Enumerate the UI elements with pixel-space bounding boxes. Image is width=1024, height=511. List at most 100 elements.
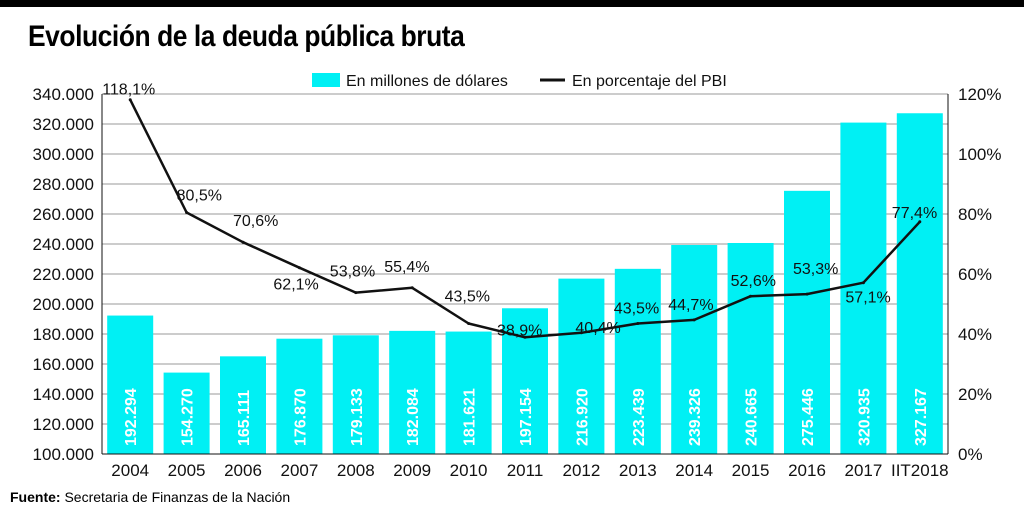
data-labels: 192.294 154.270 165.111 176.870 179.133 182.0… xyxy=(102,82,937,446)
bar-value-label: 179.133 xyxy=(349,388,366,446)
bar-value-label: 223.439 xyxy=(631,388,648,446)
bar xyxy=(220,356,266,454)
y-left-tick-label: 200.000 xyxy=(33,295,94,314)
line-value-label: 38,9% xyxy=(497,322,542,339)
y-left-tick-label: 140.000 xyxy=(33,385,94,404)
bar-value-label: 165.111 xyxy=(236,390,253,446)
x-tick-label: 2011 xyxy=(507,461,544,480)
x-tick-label: 2007 xyxy=(280,461,318,480)
bar-value-label: 327.167 xyxy=(913,388,930,446)
x-tick-label: 2013 xyxy=(619,461,657,480)
line-point xyxy=(297,266,301,270)
legend-bar-swatch xyxy=(312,73,340,87)
bar xyxy=(727,243,774,454)
line-value-label: 53,8% xyxy=(330,264,375,281)
line-point xyxy=(805,292,809,296)
y-left-tick-label: 180.000 xyxy=(33,325,94,344)
y-left-tick-label: 280.000 xyxy=(33,175,94,194)
x-tick-label: IIT2018 xyxy=(891,461,949,480)
source-label: Fuente: xyxy=(10,489,61,505)
line-value-label: 118,1% xyxy=(102,82,155,99)
y-left-tick-label: 240.000 xyxy=(33,235,94,254)
y-left-tick-label: 220.000 xyxy=(33,265,94,284)
y-right-tick-label: 80% xyxy=(958,205,992,224)
chart-title: Evolución de la deuda pública bruta xyxy=(28,20,465,53)
bar-series xyxy=(107,113,943,454)
legend-bar-label: En millones de dólares xyxy=(346,73,508,90)
y-left-tick-label: 340.000 xyxy=(33,85,94,104)
bar-value-label: 275.446 xyxy=(800,388,817,446)
line-value-label: 44,7% xyxy=(668,297,713,314)
x-tick-label: 2016 xyxy=(788,461,826,480)
line-point xyxy=(241,240,245,244)
x-tick-label: 2004 xyxy=(111,461,149,480)
bar xyxy=(558,278,605,454)
x-tick-label: 2010 xyxy=(450,461,488,480)
bar xyxy=(671,245,718,454)
x-tick-label: 2017 xyxy=(844,461,882,480)
x-tick-label: 2005 xyxy=(168,461,206,480)
line-value-label: 43,5% xyxy=(445,289,490,306)
y-left-tick-label: 160.000 xyxy=(33,355,94,374)
line-value-label: 57,1% xyxy=(845,290,890,307)
line-point xyxy=(128,98,132,102)
line-point xyxy=(523,335,527,339)
bar-value-label: 216.920 xyxy=(574,388,591,446)
line-value-label: 80,5% xyxy=(177,188,222,205)
legend-line-label: En porcentaje del PBI xyxy=(572,73,727,90)
bar xyxy=(445,331,492,454)
bar-value-label: 192.294 xyxy=(123,388,140,446)
line-point xyxy=(354,291,358,295)
bar-value-label: 240.665 xyxy=(744,388,761,446)
axes: 100.000 120.000 140.000 160.000 180.000 200.0… xyxy=(33,85,1002,480)
bar xyxy=(389,330,436,454)
x-tick-label: 2012 xyxy=(562,461,600,480)
y-right-tick-label: 100% xyxy=(958,145,1001,164)
line-value-label: 40,4% xyxy=(575,320,620,337)
top-bar xyxy=(0,0,1024,7)
line-point xyxy=(692,318,696,322)
bar xyxy=(896,113,943,454)
legend: En millones de dólares En porcentaje del… xyxy=(312,73,727,90)
line-value-label: 55,4% xyxy=(384,259,429,276)
bar-value-label: 182.084 xyxy=(405,388,422,446)
bar-value-label: 181.621 xyxy=(462,388,479,446)
line-value-label: 70,6% xyxy=(233,213,278,230)
x-tick-label: 2014 xyxy=(675,461,713,480)
bar xyxy=(614,268,661,454)
bar-value-label: 197.154 xyxy=(518,388,535,446)
bar-value-label: 154.270 xyxy=(180,388,197,446)
line-value-label: 43,5% xyxy=(614,301,659,318)
x-tick-label: 2008 xyxy=(337,461,375,480)
line-point xyxy=(861,281,865,285)
line-value-label: 62,1% xyxy=(273,277,318,294)
y-right-tick-label: 20% xyxy=(958,385,992,404)
bar xyxy=(784,190,830,454)
line-point xyxy=(467,322,471,325)
line-point xyxy=(185,211,189,214)
bar-value-label: 176.870 xyxy=(292,388,309,446)
y-right-tick-label: 40% xyxy=(958,325,992,344)
y-right-tick-label: 0% xyxy=(958,445,983,464)
bar xyxy=(332,335,379,454)
x-tick-label: 2009 xyxy=(393,461,431,480)
x-tick-label: 2015 xyxy=(732,461,770,480)
bar xyxy=(107,315,154,454)
y-left-tick-label: 120.000 xyxy=(33,415,94,434)
source-note: Fuente: Secretaria de Finanzas de la Nac… xyxy=(10,489,290,505)
source-text: Secretaria de Finanzas de la Nación xyxy=(60,489,291,505)
line-point xyxy=(749,294,753,298)
bar-value-label: 239.326 xyxy=(687,388,704,446)
line-value-label: 52,6% xyxy=(731,273,776,290)
y-left-tick-label: 320.000 xyxy=(33,115,94,134)
line-series xyxy=(128,98,922,339)
y-left-tick-label: 260.000 xyxy=(33,205,94,224)
y-right-tick-label: 60% xyxy=(958,265,992,284)
x-tick-label: 2006 xyxy=(224,461,262,480)
line-point xyxy=(636,322,640,325)
bar-value-label: 320.935 xyxy=(856,388,873,446)
line-point xyxy=(410,286,414,290)
y-right-tick-label: 120% xyxy=(958,85,1001,104)
y-left-tick-label: 100.000 xyxy=(33,445,94,464)
chart: 100.000 120.000 140.000 160.000 180.000 200.0… xyxy=(33,73,1002,480)
